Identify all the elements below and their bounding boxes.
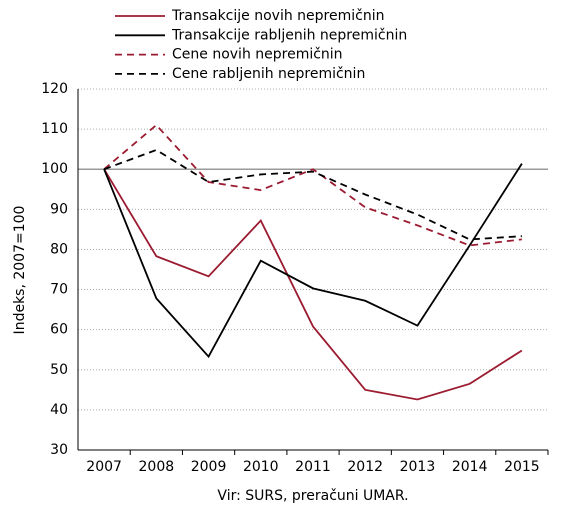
series-line [103, 123, 522, 247]
legend-label: Transakcije rabljenih nepremičnin [171, 27, 407, 43]
y-axis-label: Indeks, 2007=100 [12, 206, 28, 335]
y-tick-label: 50 [50, 362, 68, 378]
y-tick-label: 80 [50, 241, 68, 257]
series-line [103, 163, 523, 359]
x-tick-label: 2008 [139, 459, 175, 475]
x-tick-label: 2015 [504, 459, 540, 475]
legend-label: Transakcije novih nepremičnin [171, 8, 384, 24]
x-tick-label: 2007 [86, 459, 122, 475]
y-tick-label: 70 [50, 282, 68, 298]
y-tick-label: 30 [50, 442, 68, 458]
x-tick-label: 2012 [347, 459, 383, 475]
series-line [103, 168, 523, 401]
y-tick-label: 120 [41, 81, 68, 97]
x-tick-label: 2010 [243, 459, 279, 475]
y-tick-label: 40 [50, 402, 68, 418]
series-line [103, 148, 522, 241]
legend-label: Cene rabljenih nepremičnin [172, 66, 365, 82]
y-tick-label: 100 [41, 161, 68, 177]
x-tick-label: 2014 [452, 459, 488, 475]
x-tick-label: 2011 [295, 459, 331, 475]
x-tick-label: 2009 [191, 459, 227, 475]
y-tick-label: 110 [41, 121, 68, 137]
x-tick-label: 2013 [400, 459, 436, 475]
legend-label: Cene novih nepremičnin [172, 47, 343, 63]
y-tick-label: 60 [50, 322, 68, 338]
source-note: Vir: SURS, preračuni UMAR. [217, 488, 408, 504]
y-tick-label: 90 [50, 201, 68, 217]
